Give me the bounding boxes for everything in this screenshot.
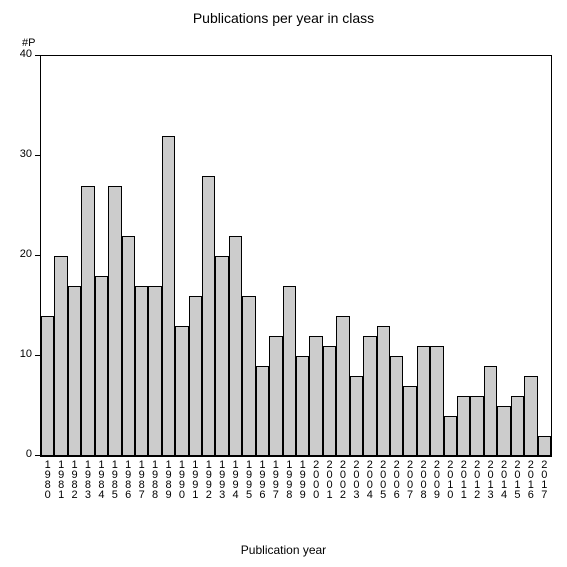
x-tick-label: 1995 [243,459,254,499]
x-tick-label: 2016 [525,459,536,499]
x-tick-label: 1997 [270,459,281,499]
x-tick-label: 2009 [431,459,442,499]
x-tick-label: 1992 [203,459,214,499]
bar [256,366,269,456]
y-tick [35,455,40,456]
x-tick-label: 2013 [485,459,496,499]
x-tick-label: 2014 [498,459,509,499]
bar [54,256,67,456]
x-tick-label: 2011 [458,459,469,499]
x-tick-label: 1998 [283,459,294,499]
bar [229,236,242,456]
x-tick-label: 1986 [122,459,133,499]
x-tick-label: 2010 [444,459,455,499]
x-tick-label: 2005 [377,459,388,499]
x-tick-label: 2017 [538,459,549,499]
bar [484,366,497,456]
bar [444,416,457,456]
y-tick-label: 30 [10,148,32,160]
x-tick-label: 2000 [310,459,321,499]
chart-title: Publications per year in class [0,10,567,26]
x-tick-label: 1981 [55,459,66,499]
bar [377,326,390,456]
bar [350,376,363,456]
bar [283,286,296,456]
x-tick-label: 2002 [337,459,348,499]
x-tick-label: 1994 [230,459,241,499]
x-tick-label: 1984 [95,459,106,499]
y-tick-label: 10 [10,348,32,360]
bar [108,186,121,456]
x-tick-label: 1985 [109,459,120,499]
x-tick-label: 2001 [324,459,335,499]
bar [68,286,81,456]
bar [189,296,202,456]
bar [497,406,510,456]
bar [470,396,483,456]
x-tick-label: 2007 [404,459,415,499]
bar [81,186,94,456]
x-tick-label: 1991 [189,459,200,499]
x-tick-label: 2008 [418,459,429,499]
y-tick [35,155,40,156]
bar [430,346,443,456]
bar [309,336,322,456]
bar [390,356,403,456]
y-tick-label: 40 [10,48,32,60]
bar [242,296,255,456]
x-tick-label: 1996 [256,459,267,499]
y-tick [35,355,40,356]
x-tick-label: 2004 [364,459,375,499]
x-tick-label: 2012 [471,459,482,499]
bar [215,256,228,456]
x-axis-title: Publication year [0,543,567,557]
bar [41,316,54,456]
bar [95,276,108,456]
x-tick-label: 2003 [350,459,361,499]
bar [296,356,309,456]
x-tick-label: 1987 [136,459,147,499]
bar [457,396,470,456]
bar [336,316,349,456]
bar [135,286,148,456]
x-tick-label: 1993 [216,459,227,499]
bar [162,136,175,456]
x-tick-label: 1982 [69,459,80,499]
chart-container: Publications per year in class #P Public… [0,0,567,567]
bar [524,376,537,456]
bar [122,236,135,456]
bar [202,176,215,456]
x-tick-label: 1990 [176,459,187,499]
y-tick [35,55,40,56]
bar [403,386,416,456]
x-tick-label: 2006 [391,459,402,499]
x-tick-label: 2015 [511,459,522,499]
bar [417,346,430,456]
bar [269,336,282,456]
bar [538,436,551,456]
y-tick-label: 20 [10,248,32,260]
bar [148,286,161,456]
y-tick [35,255,40,256]
x-tick-label: 1980 [42,459,53,499]
x-tick-label: 1988 [149,459,160,499]
bar [175,326,188,456]
x-tick-label: 1999 [297,459,308,499]
bar [363,336,376,456]
bar [323,346,336,456]
plot-area [40,55,552,457]
x-tick-label: 1983 [82,459,93,499]
y-tick-label: 0 [10,448,32,460]
x-tick-label: 1989 [163,459,174,499]
bar [511,396,524,456]
